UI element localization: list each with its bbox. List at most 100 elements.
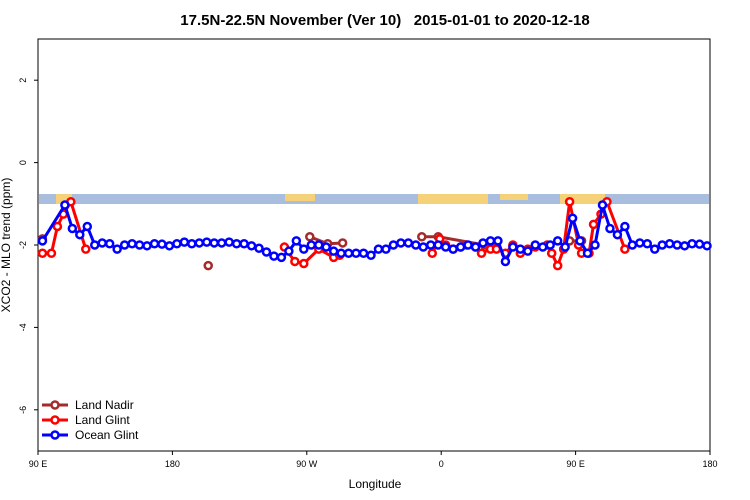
data-point xyxy=(620,244,630,254)
x-tick-label: 90 E xyxy=(566,459,585,469)
data-point xyxy=(537,242,548,252)
y-tick-label: -2 xyxy=(18,241,28,249)
data-point xyxy=(337,238,348,248)
data-point xyxy=(358,248,369,258)
data-point xyxy=(687,239,697,249)
data-point xyxy=(351,248,361,258)
data-point xyxy=(269,251,279,261)
data-point xyxy=(82,221,93,232)
data-point xyxy=(261,247,272,257)
legend-label: Land Glint xyxy=(75,413,130,427)
data-point xyxy=(649,244,660,254)
data-point xyxy=(500,256,511,267)
data-point xyxy=(201,237,212,247)
chart-title: 17.5N-22.5N November (Ver 10) 2015-01-01… xyxy=(180,12,589,29)
data-point xyxy=(373,244,384,254)
data-point xyxy=(411,240,421,250)
y-tick-label: 2 xyxy=(18,78,28,83)
data-point xyxy=(597,200,608,210)
x-tick-label: 180 xyxy=(702,459,717,469)
data-point xyxy=(560,242,570,252)
data-point xyxy=(60,200,70,210)
data-point xyxy=(545,240,555,250)
data-point xyxy=(627,240,638,250)
data-point xyxy=(46,248,57,258)
data-point xyxy=(209,238,219,248)
data-point xyxy=(164,241,175,251)
data-point xyxy=(112,244,122,254)
data-point xyxy=(284,246,294,256)
data-point xyxy=(567,213,578,223)
data-point xyxy=(299,244,309,254)
data-point xyxy=(194,238,205,248)
data-point xyxy=(328,246,339,256)
y-tick-label: -4 xyxy=(18,323,28,331)
data-point xyxy=(476,248,487,258)
data-point xyxy=(134,240,145,250)
data-point xyxy=(605,223,615,234)
data-point xyxy=(679,241,690,251)
data-point xyxy=(523,246,533,256)
legend-marker xyxy=(50,400,60,410)
data-point xyxy=(305,232,315,242)
data-point xyxy=(448,244,458,254)
data-point xyxy=(508,242,518,252)
data-point xyxy=(590,240,600,250)
data-point xyxy=(37,236,48,246)
data-point xyxy=(336,248,346,258)
data-point xyxy=(620,221,630,232)
data-point xyxy=(254,243,264,254)
data-point xyxy=(67,223,78,234)
data-point xyxy=(575,236,585,246)
data-point xyxy=(463,240,473,250)
legend-label: Ocean Glint xyxy=(75,428,139,442)
data-point xyxy=(187,239,197,249)
data-point xyxy=(388,240,399,250)
y-axis-label: XCO2 - MLO trend (ppm) xyxy=(0,178,13,313)
data-point xyxy=(104,239,115,249)
data-point xyxy=(478,238,488,248)
data-point xyxy=(157,239,167,249)
data-point xyxy=(455,242,466,252)
y-tick-label: 0 xyxy=(18,160,28,165)
data-point xyxy=(89,240,100,250)
x-tick-label: 180 xyxy=(165,459,180,469)
data-point xyxy=(313,240,324,250)
data-point xyxy=(582,248,593,258)
data-point xyxy=(142,241,152,251)
data-point xyxy=(149,239,160,249)
data-point xyxy=(224,237,234,247)
data-point xyxy=(433,240,443,250)
data-point xyxy=(291,236,302,246)
data-point xyxy=(702,241,712,251)
data-point xyxy=(366,250,376,261)
data-point xyxy=(612,229,623,240)
data-point xyxy=(97,238,107,248)
data-point xyxy=(417,232,427,242)
data-point xyxy=(396,238,406,248)
data-point xyxy=(440,242,451,252)
data-point xyxy=(485,236,496,246)
data-point xyxy=(299,258,309,269)
data-point xyxy=(470,242,481,252)
data-point xyxy=(119,240,130,250)
legend-marker xyxy=(50,415,60,425)
data-point xyxy=(231,239,242,249)
data-point xyxy=(493,236,503,246)
data-point xyxy=(418,242,429,252)
data-point xyxy=(530,240,541,250)
data-point xyxy=(127,239,137,249)
data-point xyxy=(81,244,91,254)
data-point xyxy=(321,242,331,252)
data-point xyxy=(515,244,526,254)
map-strip xyxy=(39,194,709,204)
data-point xyxy=(306,240,317,250)
data-point xyxy=(657,240,667,250)
data-point xyxy=(203,260,213,271)
data-point xyxy=(52,221,63,232)
legend-label: Land Nadir xyxy=(75,398,134,412)
data-point xyxy=(588,219,599,230)
legend-marker xyxy=(50,430,60,440)
data-point xyxy=(239,239,249,249)
